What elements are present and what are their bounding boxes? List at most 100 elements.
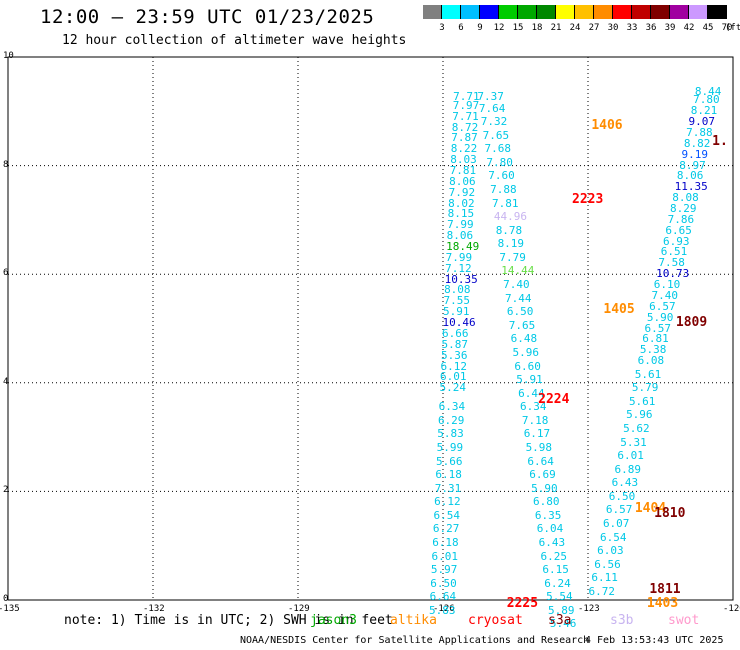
wave-height-label: 5.91 xyxy=(516,373,543,387)
wave-height-label: 5.66 xyxy=(436,454,463,468)
wave-height-label: 5.97 xyxy=(430,563,458,577)
wave-height-label: 6.81 xyxy=(642,332,669,346)
colorbar-label: 27 xyxy=(588,23,600,33)
wave-height-label: 5.54 xyxy=(546,590,573,604)
x-tick-label: -135 xyxy=(0,604,20,614)
wave-height-label: 5.61 xyxy=(634,367,662,381)
wave-height-label: 7.40 xyxy=(503,278,530,292)
wave-height-label: 6.01 xyxy=(617,449,644,463)
wave-height-label: 8.02 xyxy=(448,196,475,210)
wave-height-label: 6.93 xyxy=(663,234,690,248)
wave-height-label: 10.46 xyxy=(442,316,476,330)
wave-height-label: 8.08 xyxy=(672,191,699,205)
wave-height-label: 5.98 xyxy=(525,440,553,454)
wave-height-label: 8.06 xyxy=(449,174,476,188)
plot-frame xyxy=(7,56,734,601)
wave-height-label: 7.37 xyxy=(477,90,504,104)
wave-height-label: 7.68 xyxy=(484,142,512,156)
colorbar-swatch xyxy=(461,5,480,19)
colorbar-label: 15 xyxy=(512,23,524,33)
wave-height-label: 6.60 xyxy=(514,359,541,373)
wave-height-label: 8.82 xyxy=(683,136,711,150)
pass-time-label: 1811 xyxy=(649,582,681,598)
wave-height-label: 5.62 xyxy=(623,421,650,435)
wave-height-label: 6.24 xyxy=(544,576,571,590)
wave-height-label: 11.35 xyxy=(674,180,708,194)
colorbar-swatch xyxy=(556,5,575,19)
wave-height-label: 6.50 xyxy=(506,305,534,319)
pass-time-label: 1. xyxy=(712,134,728,150)
wave-height-label: 6.57 xyxy=(644,321,672,335)
wave-height-label: 7.32 xyxy=(480,115,508,129)
wave-height-label: 6.12 xyxy=(440,359,467,373)
wave-height-label: 5.31 xyxy=(620,435,647,449)
wave-height-label: 7.88 xyxy=(686,126,713,140)
wave-height-label: 6.57 xyxy=(605,503,633,517)
wave-height-label: 8.97 xyxy=(679,158,706,172)
wave-height-label: 6.80 xyxy=(533,495,560,509)
colorbar-label: 21 xyxy=(550,23,562,33)
page-title: 12:00 – 23:59 UTC 01/23/2025 xyxy=(40,6,375,28)
colorbar-swatch xyxy=(518,5,537,19)
colorbar-label: 70 xyxy=(721,23,733,33)
satellite-name: altika xyxy=(390,613,437,628)
colorbar-label: 45 xyxy=(702,23,714,33)
wave-height-label: 6.48 xyxy=(510,332,538,346)
colorbar-label: 33 xyxy=(626,23,638,33)
y-tick-label: 10 xyxy=(3,51,14,61)
wave-height-label: 9.07 xyxy=(688,115,715,129)
wave-height-label: 6.54 xyxy=(433,508,460,522)
x-tick-label: -126 xyxy=(433,604,455,614)
wave-height-label: 7.40 xyxy=(651,288,678,302)
wave-height-label: 10.73 xyxy=(656,267,690,281)
footer-note: note: 1) Time is in UTC; 2) SWH is in fe… xyxy=(64,613,393,628)
wave-height-label: 7.44 xyxy=(505,291,532,305)
wave-height-label: 6.43 xyxy=(538,535,566,549)
colorbar-label: 9 xyxy=(477,23,483,33)
pass-time-label: 2225 xyxy=(506,595,539,611)
pass-time-label: 1810 xyxy=(654,506,686,522)
colorbar-swatch xyxy=(613,5,632,19)
satellite-name: s3a xyxy=(548,613,572,628)
wave-height-label: 5.89 xyxy=(547,603,575,617)
satellite-name: cryosat xyxy=(468,613,523,628)
wave-height-label: 8.72 xyxy=(451,120,479,134)
wave-height-label: 7.55 xyxy=(443,294,471,308)
wave-height-label: 6.65 xyxy=(665,223,692,237)
wave-height-label: 7.71 xyxy=(453,90,480,104)
wave-height-label: 8.44 xyxy=(694,85,722,99)
y-tick-label: 6 xyxy=(3,268,9,279)
wave-height-label: 7.60 xyxy=(488,169,515,183)
wave-height-label: 6.72 xyxy=(588,584,616,598)
wave-height-label: 7.12 xyxy=(445,261,472,275)
colorbar-label: 30 xyxy=(607,23,619,33)
wave-height-label: 6.50 xyxy=(608,489,636,503)
wave-height-label: 8.03 xyxy=(450,153,477,167)
colorbar-swatch xyxy=(499,5,518,19)
wave-height-label: 6.50 xyxy=(430,576,457,590)
satellite-name: jason3 xyxy=(310,613,357,628)
wave-height-label: 7.79 xyxy=(499,250,526,264)
wave-height-label: 7.64 xyxy=(478,101,506,115)
y-tick-label: 8 xyxy=(3,159,9,170)
wave-height-label: 6.34 xyxy=(519,400,547,414)
colorbar-swatch xyxy=(480,5,499,19)
x-tick-label: -120 xyxy=(723,604,740,614)
wave-height-label: 7.58 xyxy=(658,256,685,270)
wave-height-label: 7.92 xyxy=(448,185,476,199)
wave-height-label: 6.35 xyxy=(534,508,562,522)
wave-height-label: 6.11 xyxy=(591,571,618,585)
wave-height-label: 6.01 xyxy=(439,370,467,384)
wave-height-label: 7.65 xyxy=(508,318,536,332)
wave-height-label: 5.83 xyxy=(437,427,464,441)
wave-height-label: 6.51 xyxy=(660,245,688,259)
wave-height-label: 7.65 xyxy=(482,128,510,142)
colorbar-label: 12 xyxy=(493,23,505,33)
wave-height-label: 6.64 xyxy=(527,454,554,468)
wave-height-label: 5.79 xyxy=(631,381,659,395)
wave-height-label: 8.06 xyxy=(446,229,474,243)
colorbar-label: 39 xyxy=(664,23,676,33)
pass-time-label: 2224 xyxy=(538,392,570,408)
wave-height-label: 10.35 xyxy=(444,272,478,286)
